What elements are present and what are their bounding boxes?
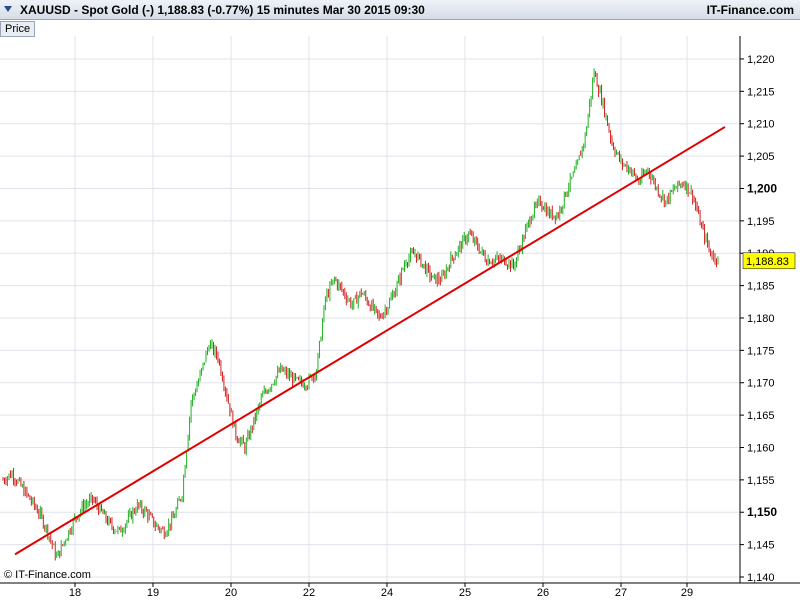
x-tick-label: 26 <box>537 587 549 599</box>
chart-header: XAUUSD - Spot Gold (-) 1,188.83 (-0.77%)… <box>0 0 800 20</box>
brand-label: IT-Finance.com <box>706 3 794 17</box>
chart-title: XAUUSD - Spot Gold (-) 1,188.83 (-0.77%)… <box>20 3 425 17</box>
y-tick-label: 1,140 <box>747 572 775 584</box>
x-tick-label: 18 <box>69 587 81 599</box>
last-price-marker: 1,188.83 <box>742 252 796 270</box>
copyright-label: © IT-Finance.com <box>4 569 91 581</box>
x-tick-label: 27 <box>615 587 627 599</box>
y-tick-label: 1,170 <box>747 378 775 390</box>
x-tick-label: 20 <box>225 587 237 599</box>
y-tick-label: 1,220 <box>747 54 775 66</box>
trendline <box>14 126 726 556</box>
y-tick-label: 1,145 <box>747 540 775 552</box>
x-tick-label: 25 <box>459 587 471 599</box>
chart-grid <box>0 36 740 583</box>
x-tick-label: 22 <box>303 587 315 599</box>
x-tick-label: 24 <box>381 587 393 599</box>
price-candles <box>2 68 719 561</box>
y-tick-label: 1,160 <box>747 442 775 454</box>
collapse-icon[interactable] <box>3 4 13 14</box>
last-price-label: 1,188.83 <box>746 256 789 268</box>
y-tick-label: 1,155 <box>747 475 775 487</box>
y-axis: 1,140 1,145 1,150 1,155 1,160 1,165 1,170 1,175… <box>740 54 777 584</box>
y-tick-label: 1,195 <box>747 216 775 228</box>
x-axis: 18 19 20 22 24 25 26 27 29 <box>69 583 693 599</box>
price-pane-label[interactable]: Price <box>0 21 36 37</box>
y-tick-label: 1,215 <box>747 86 775 98</box>
y-tick-label: 1,205 <box>747 151 775 163</box>
y-tick-label: 1,185 <box>747 281 775 293</box>
y-tick-label: 1,210 <box>747 119 775 131</box>
last-price-box <box>742 252 796 270</box>
y-tick-label: 1,175 <box>747 345 775 357</box>
y-tick-label: 1,150 <box>747 505 777 519</box>
y-tick-label: 1,200 <box>747 181 777 195</box>
y-tick-label: 1,165 <box>747 410 775 422</box>
x-tick-label: 19 <box>147 587 159 599</box>
x-tick-label: 29 <box>681 587 693 599</box>
y-tick-label: 1,180 <box>747 313 775 325</box>
